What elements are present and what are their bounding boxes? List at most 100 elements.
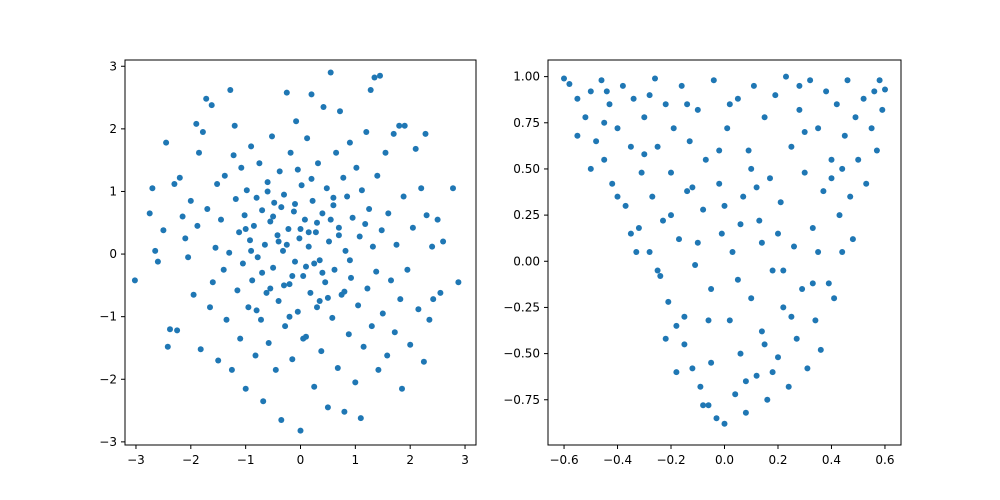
left-scatter-point	[131, 277, 138, 284]
left-scatter-point	[281, 282, 287, 289]
left-scatter-point	[232, 196, 239, 202]
left-scatter-point	[399, 385, 405, 392]
right-scatter-point	[676, 236, 682, 243]
right-scatter-point	[796, 82, 803, 89]
left-scatter-point	[226, 249, 233, 256]
left-scatter-point	[437, 289, 444, 296]
right-scatter-point	[673, 322, 680, 329]
left-y-tick-label: −1	[99, 310, 117, 324]
right-scatter-point	[606, 101, 613, 108]
left-scatter-point	[455, 279, 462, 286]
left-scatter-point	[357, 415, 364, 422]
left-scatter-point	[315, 160, 321, 167]
right-scatter-point	[609, 180, 616, 187]
right-scatter-point	[849, 236, 856, 243]
left-scatter-point	[261, 241, 268, 248]
right-scatter-point	[860, 95, 867, 102]
left-x-tick-label: 2	[406, 453, 414, 467]
right-scatter-point	[681, 341, 688, 348]
right-y-axis-ticks: −0.75 −0.50 −0.25 0.00 0.25 0.50 0.75 1.00	[503, 70, 548, 407]
right-scatter-point	[700, 402, 707, 409]
left-scatter-point	[259, 269, 266, 276]
right-scatter-point	[689, 184, 696, 191]
left-scatter-point	[314, 219, 320, 226]
right-scatter-point	[828, 156, 835, 163]
left-scatter-point	[247, 237, 253, 244]
left-scatter-point	[377, 72, 383, 79]
left-scatter-point	[285, 226, 292, 232]
left-scatter-point	[366, 206, 373, 212]
right-scatter-point	[745, 147, 752, 154]
right-y-tick-label: 1.00	[513, 70, 540, 84]
left-scatter-point	[263, 289, 270, 296]
right-scatter-point	[775, 354, 781, 361]
left-scatter-point	[400, 193, 407, 200]
left-scatter-point	[334, 365, 341, 371]
left-y-tick-label: −3	[99, 435, 117, 449]
right-scatter-point	[772, 92, 779, 99]
right-scatter-point	[668, 169, 674, 176]
left-scatter-point	[369, 243, 376, 250]
left-scatter-point	[330, 194, 337, 201]
left-scatter-point	[329, 314, 336, 321]
left-scatter-point	[253, 194, 260, 201]
left-scatter-point	[335, 224, 342, 231]
left-scatter-point	[294, 308, 301, 315]
left-scatter-point	[289, 273, 296, 279]
left-scatter-point	[258, 316, 264, 323]
right-scatter-point	[831, 295, 838, 302]
left-scatter-point	[245, 304, 252, 311]
right-scatter-point	[753, 184, 760, 191]
right-scatter-point	[673, 369, 680, 376]
right-scatter-point	[614, 193, 621, 200]
right-scatter-point	[601, 119, 608, 126]
right-scatter-point	[710, 77, 717, 84]
right-scatter-point	[603, 88, 610, 95]
right-scatter-point	[646, 249, 653, 255]
right-scatter-point	[684, 188, 691, 195]
right-scatter-point	[657, 273, 664, 279]
right-scatter-point	[724, 125, 731, 132]
left-scatter-point	[420, 358, 427, 365]
left-scatter-point	[190, 291, 197, 298]
left-scatter-point	[324, 404, 331, 411]
right-scatter-point	[619, 82, 626, 89]
left-scatter-point	[318, 348, 325, 355]
right-scatter-point	[729, 249, 736, 255]
left-scatter-point	[252, 352, 259, 359]
left-scatter-point	[271, 199, 278, 206]
right-scatter-point	[689, 365, 696, 372]
left-scatter-point	[352, 379, 359, 386]
left-scatter-point	[323, 185, 330, 192]
left-scatter-point	[196, 149, 202, 156]
left-scatter-point	[281, 191, 287, 198]
right-scatter-point	[855, 156, 862, 163]
right-scatter-point	[780, 267, 787, 274]
left-scatter-point	[326, 238, 332, 245]
right-scatter-point	[876, 77, 883, 84]
left-scatter-point	[397, 296, 404, 303]
left-scatter-point	[278, 417, 285, 423]
left-scatter-point	[404, 266, 411, 273]
left-scatter-point	[239, 260, 246, 267]
right-scatter-point	[574, 132, 581, 139]
left-scatter-point	[259, 207, 266, 214]
left-scatter-point	[385, 210, 392, 217]
left-scatter-point	[272, 366, 279, 373]
left-scatter-point	[146, 210, 153, 217]
right-scatter-point	[697, 383, 704, 390]
right-scatter-point	[804, 365, 811, 372]
left-scatter-point	[418, 185, 425, 192]
left-scatter-point	[214, 181, 221, 187]
right-scatter-point	[852, 114, 859, 121]
left-scatter-point	[356, 233, 363, 240]
right-scatter-point	[873, 147, 880, 154]
left-scatter-point	[342, 247, 349, 254]
left-scatter-point	[231, 122, 238, 129]
left-scatter-point	[297, 427, 304, 434]
left-scatter-point	[426, 316, 433, 323]
right-scatter-point	[737, 221, 744, 228]
left-scatter-point	[396, 122, 403, 129]
left-scatter-point	[409, 224, 416, 231]
left-scatter-point	[378, 227, 385, 234]
